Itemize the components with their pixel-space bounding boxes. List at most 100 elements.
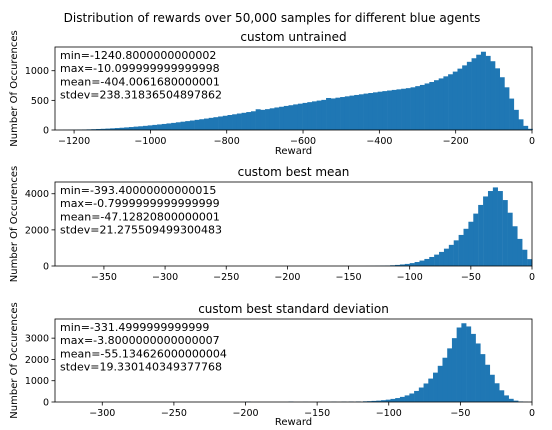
histogram-bar: [387, 90, 393, 130]
histogram-bar: [157, 124, 163, 130]
histogram-bar: [448, 74, 454, 130]
histogram-bar: [429, 81, 435, 130]
histogram-bar: [423, 383, 429, 402]
x-tick-label: −50: [461, 272, 481, 283]
histogram-bar: [354, 94, 360, 130]
histogram-bar: [316, 100, 322, 130]
stats-annotation-line: min=-1240.8000000000002: [60, 49, 216, 62]
histogram-bar: [473, 213, 479, 266]
histogram-bar: [377, 91, 383, 130]
subplot-title: custom best standard deviation: [198, 302, 389, 316]
histogram-bar: [269, 108, 275, 130]
y-tick-label: 2000: [25, 355, 49, 366]
histogram-bar: [349, 95, 355, 130]
histogram-bar: [513, 109, 519, 130]
histogram-bar: [492, 187, 498, 266]
histogram-bar: [371, 400, 377, 402]
histogram-bar: [499, 390, 505, 402]
histogram-bar: [497, 191, 503, 266]
y-tick-label: 0: [43, 262, 49, 273]
histogram-bar: [478, 204, 484, 266]
histogram-bar: [391, 89, 397, 130]
histogram-bar: [293, 104, 299, 130]
histogram-bar: [404, 263, 410, 266]
histogram-bar: [443, 76, 449, 130]
x-axis-label: Reward: [275, 146, 312, 157]
histogram-bar: [522, 249, 528, 266]
histogram-bar: [483, 196, 489, 266]
histogram-bar: [138, 126, 144, 130]
histogram-bar: [147, 125, 153, 130]
histogram-bar: [504, 87, 510, 130]
histogram-bar: [91, 129, 97, 130]
histogram-bar: [409, 263, 415, 266]
histogram-bar: [462, 65, 468, 130]
histogram-bar: [527, 259, 533, 266]
histogram-bar: [487, 191, 494, 266]
histogram-bar: [368, 93, 374, 130]
histogram-bar: [222, 115, 228, 130]
histogram-bar: [503, 395, 509, 402]
histogram-bar: [218, 116, 224, 130]
x-axis-label: Reward: [275, 417, 312, 428]
stats-annotation-line: mean=-47.12820800000001: [60, 210, 220, 223]
histogram-bar: [385, 399, 391, 402]
y-tick-label: 1000: [25, 376, 49, 387]
x-tick-label: −150: [304, 408, 330, 419]
y-tick-label: 0: [43, 398, 49, 409]
histogram-bar: [250, 111, 256, 130]
histogram-bar: [399, 264, 406, 266]
histogram-bar: [105, 128, 111, 130]
histogram-bar: [96, 128, 102, 130]
histogram-bar: [494, 383, 500, 402]
histogram-bar: [133, 126, 139, 130]
histogram-bar: [485, 364, 491, 402]
histogram-bar: [390, 398, 396, 402]
histogram-bar: [227, 115, 233, 130]
histogram-bar: [489, 374, 495, 402]
histogram-bar: [265, 109, 271, 130]
histogram-bar: [434, 80, 439, 130]
histogram-bar: [429, 256, 435, 266]
histogram-bar: [410, 87, 416, 130]
histogram-bar: [452, 71, 458, 130]
histogram-bar: [458, 234, 464, 266]
histogram-bar: [302, 102, 308, 130]
histogram-bar: [512, 226, 518, 266]
histogram-bar: [502, 200, 508, 266]
stats-annotation-line: max=-3.8000000000000007: [60, 334, 220, 347]
histogram-bar: [288, 105, 294, 130]
histogram-bar: [236, 113, 242, 130]
y-axis-label: Number Of Occurences: [9, 166, 20, 282]
histogram-bar: [372, 92, 378, 130]
histogram-bar: [255, 109, 261, 130]
histogram-bar: [367, 401, 373, 402]
axes-frame: [54, 318, 533, 403]
stats-annotation-line: max=-10.099999999999998: [60, 62, 220, 75]
x-tick-label: −100: [376, 408, 402, 419]
histogram-bars: [58, 51, 533, 131]
histogram-bar: [119, 127, 125, 130]
x-tick-label: 0: [529, 272, 535, 283]
subplot-title: custom best mean: [238, 165, 350, 179]
histogram-bar: [466, 61, 472, 130]
histogram-bar: [161, 123, 167, 130]
histogram-bar: [468, 221, 474, 266]
histogram-bar: [476, 54, 482, 130]
histogram-bar: [442, 357, 448, 402]
x-tick-label: −200: [232, 408, 258, 419]
histogram-bar: [213, 117, 219, 130]
figure-suptitle: Distribution of rewards over 50,000 samp…: [64, 11, 481, 25]
stats-annotation-line: min=-331.4999999999999: [60, 321, 209, 334]
x-tick-label: −1200: [58, 136, 90, 147]
histogram-bar: [424, 258, 430, 266]
histogram-bar: [513, 400, 519, 402]
histogram-bar: [114, 128, 120, 130]
y-tick-label: 0: [43, 126, 49, 137]
histogram-bar: [297, 103, 303, 130]
histogram-bar: [340, 97, 346, 130]
x-tick-label: −1000: [134, 136, 166, 147]
stats-annotation-line: mean=-404.0061680000001: [60, 75, 220, 88]
x-tick-label: −250: [213, 272, 239, 283]
